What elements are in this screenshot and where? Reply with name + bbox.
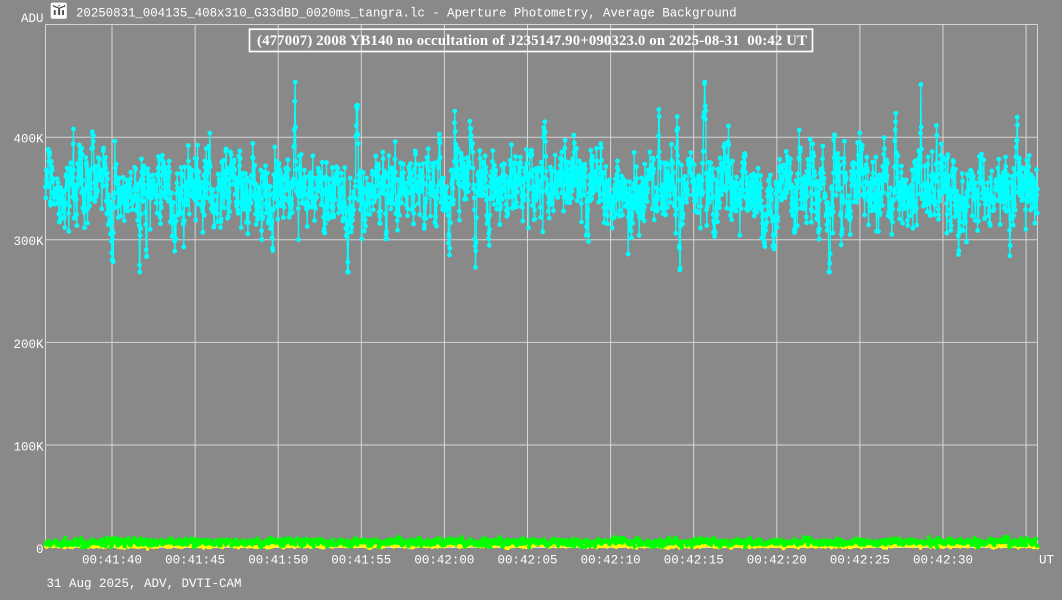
svg-text:00:42:15: 00:42:15 [664, 554, 724, 568]
svg-text:100K: 100K [13, 440, 44, 454]
svg-text:31 Aug 2025, ADV, DVTI-CAM: 31 Aug 2025, ADV, DVTI-CAM [47, 577, 242, 591]
svg-text:0: 0 [36, 543, 44, 557]
svg-text:UT: UT [1039, 554, 1055, 568]
svg-text:00:42:10: 00:42:10 [581, 554, 641, 568]
svg-text:00:42:25: 00:42:25 [830, 554, 890, 568]
svg-text:(477007) 2008 YB140 no occulta: (477007) 2008 YB140 no occultation of J2… [257, 33, 807, 49]
svg-text:00:41:40: 00:41:40 [82, 554, 142, 568]
svg-text:00:42:30: 00:42:30 [913, 554, 973, 568]
svg-text:00:41:50: 00:41:50 [248, 554, 308, 568]
svg-text:200K: 200K [13, 338, 44, 352]
svg-text:00:42:05: 00:42:05 [497, 554, 557, 568]
svg-text:400K: 400K [13, 133, 44, 147]
svg-text:300K: 300K [13, 235, 44, 249]
svg-text:20250831_004135_408x310_G33dBD: 20250831_004135_408x310_G33dBD_0020ms_ta… [76, 7, 737, 21]
svg-text:00:42:00: 00:42:00 [414, 554, 474, 568]
svg-text:ADU: ADU [21, 12, 44, 26]
svg-text:00:41:45: 00:41:45 [165, 554, 225, 568]
svg-text:00:41:55: 00:41:55 [331, 554, 391, 568]
svg-text:00:42:20: 00:42:20 [747, 554, 807, 568]
